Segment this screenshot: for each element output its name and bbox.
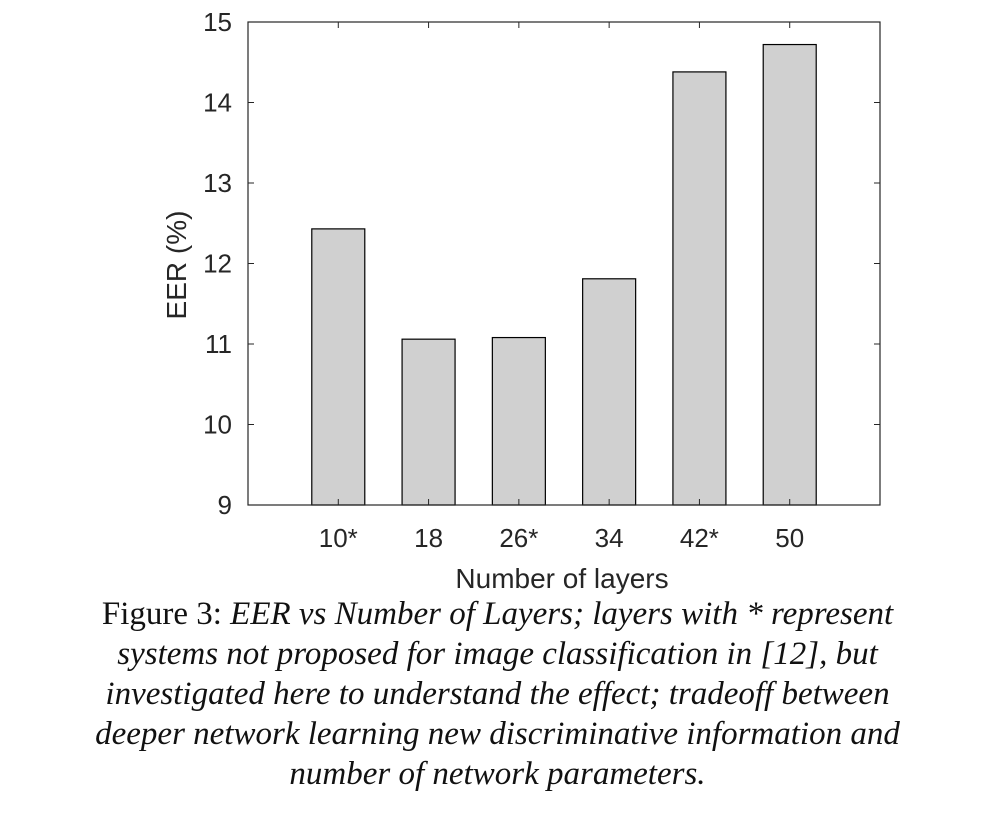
caption-line-1: Figure 3: EER vs Number of Layers; layer… (0, 594, 995, 634)
caption-prefix: Figure 3: (101, 596, 222, 632)
axes-group (247, 21, 881, 506)
y-tick-label: 14 (203, 88, 232, 118)
chart: 10* 18 26* 34 42* 50 9 10 11 12 13 14 15 Number of l… (161, 7, 881, 594)
y-axis-title: EER (%) (161, 211, 192, 320)
bar-2 (491, 336, 546, 506)
bar-4 (672, 71, 727, 506)
y-tick-label: 12 (203, 249, 232, 279)
y-tick-label: 15 (203, 7, 232, 37)
x-tick-label: 18 (414, 523, 443, 553)
x-axis-title: Number of layers (455, 563, 668, 594)
figure-caption: Figure 3: EER vs Number of Layers; layer… (0, 594, 995, 794)
y-tick-label: 13 (203, 168, 232, 198)
bars-group (311, 43, 817, 506)
x-tick-label: 10* (319, 523, 358, 553)
y-tick-label: 10 (203, 410, 232, 440)
x-tick-label: 34 (595, 523, 624, 553)
bar-5 (762, 43, 817, 506)
ticks-group: 10* 18 26* 34 42* 50 9 10 11 12 13 14 15 (203, 7, 804, 553)
caption-line-5: number of network parameters. (289, 756, 706, 792)
bar-3 (582, 278, 637, 506)
bar-1 (401, 338, 456, 506)
caption-line-3: investigated here to understand the effe… (105, 676, 890, 712)
y-tick-label: 11 (205, 329, 232, 359)
bar-0 (311, 228, 366, 506)
y-tick-label: 9 (218, 490, 232, 520)
x-tick-label: 42* (680, 523, 719, 553)
plot-frame (247, 21, 881, 506)
x-tick-label: 50 (775, 523, 804, 553)
caption-text: EER vs Number of Layers; layers with * r… (230, 596, 894, 632)
caption-line-4: deeper network learning new discriminati… (95, 716, 900, 752)
caption-line-2: systems not proposed for image classific… (117, 636, 878, 672)
x-tick-label: 26* (499, 523, 538, 553)
